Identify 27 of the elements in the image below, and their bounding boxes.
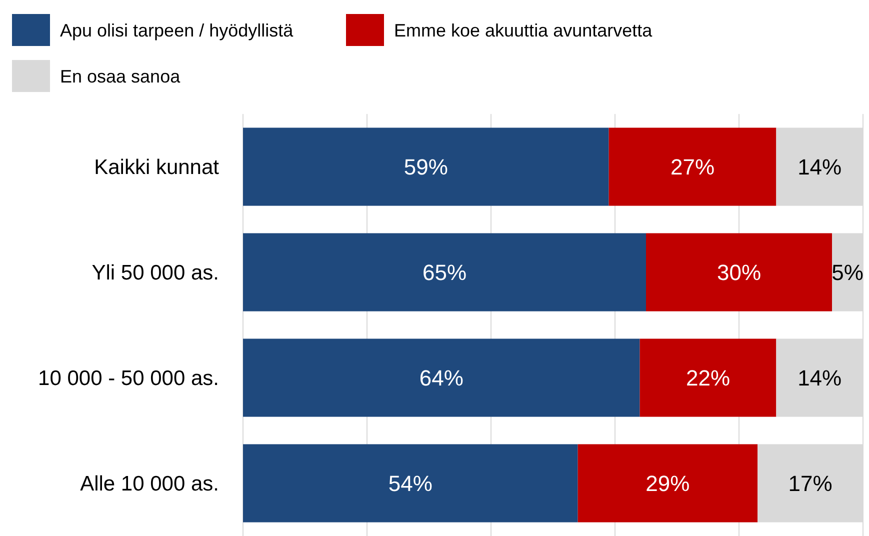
data-label: 14% xyxy=(798,365,842,390)
data-label: 59% xyxy=(404,154,448,180)
bar xyxy=(243,338,640,417)
data-label: 29% xyxy=(646,470,690,496)
y-tick-label: Alle 10 000 as. xyxy=(80,472,219,496)
bar xyxy=(608,128,776,206)
data-label: 14% xyxy=(798,154,842,180)
data-label: 64% xyxy=(419,365,464,390)
data-label: 17% xyxy=(788,470,832,496)
legend-label: Emme koe akuuttia avuntarvetta xyxy=(394,20,654,40)
bar xyxy=(646,233,832,312)
data-label: 5% xyxy=(832,260,864,285)
bar xyxy=(243,128,609,206)
bar xyxy=(243,233,646,312)
data-label: 22% xyxy=(686,365,730,390)
bar xyxy=(578,444,758,522)
y-tick-label: Yli 50 000 as. xyxy=(92,262,219,285)
data-label: 27% xyxy=(670,154,715,180)
legend-label: En osaa sanoa xyxy=(60,66,182,86)
data-label: 65% xyxy=(422,260,467,285)
data-label: 30% xyxy=(716,260,762,285)
y-tick-label: 10 000 - 50 000 as. xyxy=(38,367,219,390)
bar xyxy=(640,338,776,417)
bar xyxy=(243,444,578,522)
y-tick-label: Kaikki kunnat xyxy=(94,156,220,180)
data-label: 54% xyxy=(388,470,432,496)
legend-label: Apu olisi tarpeen / hyödyllistä xyxy=(60,20,294,40)
